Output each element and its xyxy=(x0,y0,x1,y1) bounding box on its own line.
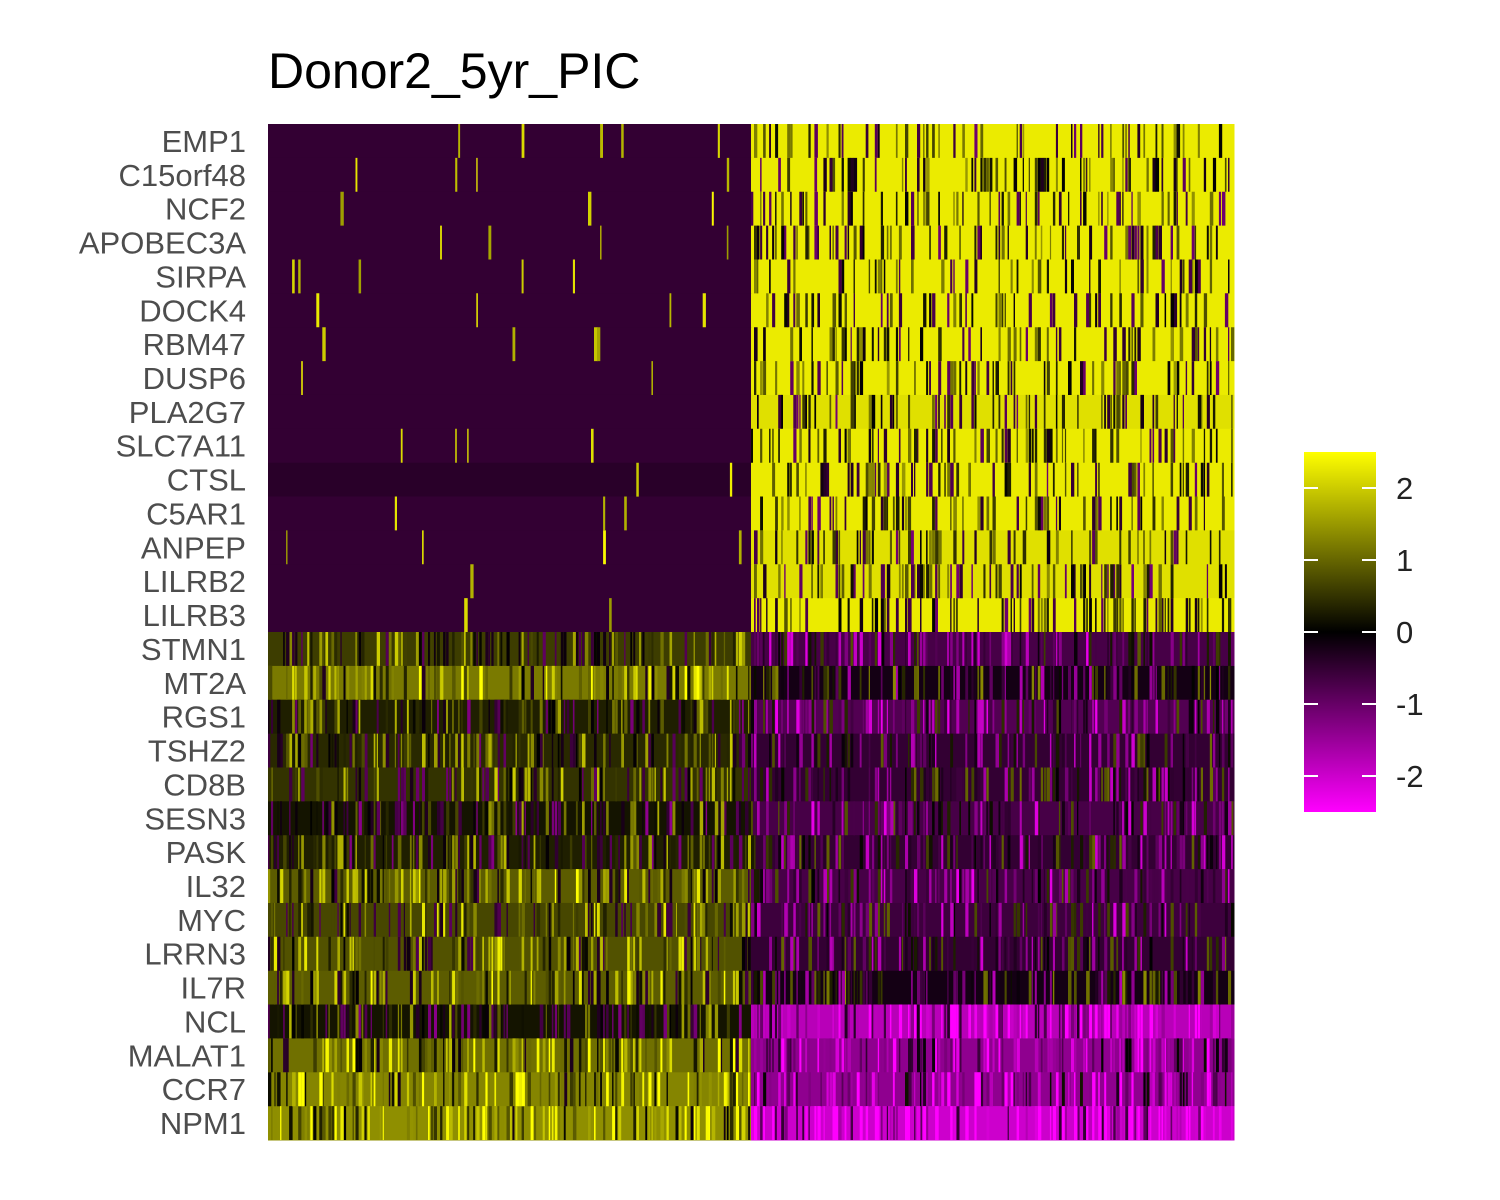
heatmap-cells xyxy=(268,124,1235,1141)
heatmap-cell-tshz2-group2 xyxy=(751,733,1235,768)
gene-label-pla2g7: PLA2G7 xyxy=(129,395,246,430)
heatmap-cell-lrrn3-group2 xyxy=(751,936,1235,972)
heatmap-cell-texture xyxy=(268,124,1235,1141)
gene-label-lilrb2: LILRB2 xyxy=(143,564,246,599)
gene-label-ncf2: NCF2 xyxy=(165,192,246,227)
gene-label-dusp6: DUSP6 xyxy=(143,361,246,396)
gene-label-ctsl: CTSL xyxy=(167,463,246,498)
gene-label-cd8b: CD8B xyxy=(163,767,246,802)
gene-label-ccr7: CCR7 xyxy=(162,1072,246,1107)
heatmap-cell-c5ar1-group1 xyxy=(268,496,752,531)
gene-label-myc: MYC xyxy=(177,903,246,938)
gene-label-rgs1: RGS1 xyxy=(162,700,246,735)
heatmap-cell-c15orf48-group1 xyxy=(268,157,752,193)
gene-label-dock4: DOCK4 xyxy=(139,293,246,328)
gene-label-apobec3a: APOBEC3A xyxy=(79,226,246,261)
gene-label-lrrn3: LRRN3 xyxy=(144,937,246,972)
heatmap-cell-rbm47-group1 xyxy=(268,327,752,362)
heatmap-cell-lilrb2-group2 xyxy=(751,564,1235,599)
gene-label-emp1: EMP1 xyxy=(162,124,246,159)
heatmap-cell-ncf2-group2 xyxy=(751,191,1235,227)
heatmap-cell-lilrb3-group2 xyxy=(751,598,1235,633)
heatmap-cell-sirpa-group2 xyxy=(751,259,1235,294)
heatmap-cell-myc-group2 xyxy=(751,902,1235,938)
heatmap-cell-sirpa-group1 xyxy=(268,259,752,294)
gene-label-c15orf48: C15orf48 xyxy=(118,158,246,193)
heatmap-cell-apobec3a-group1 xyxy=(268,225,752,260)
legend-tick-label: 1 xyxy=(1396,543,1413,578)
gene-label-sirpa: SIRPA xyxy=(155,259,246,294)
gene-label-tshz2: TSHZ2 xyxy=(148,734,246,769)
gene-label-stmn1: STMN1 xyxy=(141,632,246,667)
legend-tick-label: -1 xyxy=(1396,687,1424,722)
gene-label-ncl: NCL xyxy=(184,1005,246,1040)
heatmap-cell-dock4-group1 xyxy=(268,293,752,328)
heatmap-cell-dock4-group2 xyxy=(751,293,1235,328)
gene-label-lilrb3: LILRB3 xyxy=(143,598,246,633)
heatmap-cell-ncl-group2 xyxy=(751,1004,1235,1039)
gene-label-malat1: MALAT1 xyxy=(128,1038,246,1073)
heatmap-cell-rbm47-group2 xyxy=(751,327,1235,362)
heatmap-cell-lilrb2-group1 xyxy=(268,564,752,599)
heatmap-cell-npm1-group2 xyxy=(751,1106,1235,1141)
gene-label-mt2a: MT2A xyxy=(163,666,246,701)
heatmap-cell-pla2g7-group1 xyxy=(268,394,752,430)
heatmap-cell-tshz2-group1 xyxy=(268,733,752,768)
heatmap-cell-anpep-group1 xyxy=(268,530,752,565)
gene-label-il7r: IL7R xyxy=(181,971,246,1006)
gene-label-rbm47: RBM47 xyxy=(143,327,246,362)
heatmap-cell-ncf2-group1 xyxy=(268,191,752,227)
heatmap-cell-slc7a11-group1 xyxy=(268,428,752,464)
legend-tick-label: -2 xyxy=(1396,759,1424,794)
heatmap-cell-ctsl-group1 xyxy=(268,462,752,498)
gene-label-c5ar1: C5AR1 xyxy=(146,497,246,532)
heatmap-cell-emp1-group1 xyxy=(268,124,752,159)
heatmap-cell-lilrb3-group1 xyxy=(268,598,752,633)
heatmap-cell-sesn3-group1 xyxy=(268,801,752,836)
color-legend: 2 1 0 -1 -2 xyxy=(1304,452,1424,812)
gene-label-il32: IL32 xyxy=(186,869,246,904)
chart-title: Donor2_5yr_PIC xyxy=(268,43,640,99)
gene-label-sesn3: SESN3 xyxy=(144,801,246,836)
legend-tick-label: 2 xyxy=(1396,471,1413,506)
gene-label-anpep: ANPEP xyxy=(141,530,246,565)
legend-tick-label: 0 xyxy=(1396,615,1413,650)
gene-label-pask: PASK xyxy=(166,835,247,870)
gene-labels: EMP1C15orf48NCF2APOBEC3ASIRPADOCK4RBM47D… xyxy=(79,124,246,1141)
gene-label-slc7a11: SLC7A11 xyxy=(116,429,246,464)
gene-label-npm1: NPM1 xyxy=(160,1106,246,1141)
heatmap-cell-rgs1-group1 xyxy=(268,699,752,735)
heatmap-cell-dusp6-group1 xyxy=(268,361,752,396)
heatmap-cell-emp1-group2 xyxy=(751,124,1235,159)
